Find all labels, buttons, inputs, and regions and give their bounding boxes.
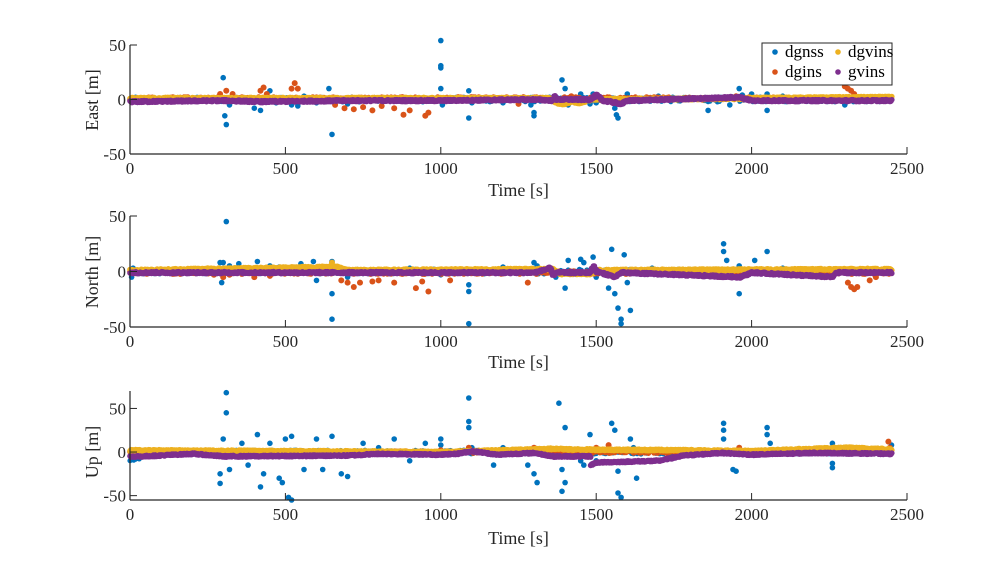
data-point-outlier xyxy=(254,258,261,265)
data-point-outlier xyxy=(764,107,770,114)
x-tick-label: 2000 xyxy=(735,159,769,178)
data-point-outlier xyxy=(559,77,565,83)
data-point-outlier xyxy=(310,258,317,265)
data-point-outlier xyxy=(736,85,742,92)
data-point-outlier xyxy=(605,285,612,291)
data-point-outlier xyxy=(590,254,596,260)
x-tick-label: 1500 xyxy=(579,159,613,178)
data-point-outlier xyxy=(466,88,472,94)
data-point-outlier xyxy=(438,62,444,69)
data-point-outlier xyxy=(615,115,621,121)
data-point-outlier xyxy=(624,279,631,286)
data-point-outlier xyxy=(562,85,568,92)
data-point-outlier xyxy=(466,115,472,121)
data-point-outlier xyxy=(727,102,733,108)
data-point-outlier xyxy=(764,248,770,255)
plot-area xyxy=(127,37,895,138)
y-tick-label: -50 xyxy=(103,145,126,164)
data-point-outlier xyxy=(723,257,730,264)
data-point-outlier xyxy=(350,106,357,113)
legend-marker-dgnss xyxy=(772,49,778,55)
data-point-outlier xyxy=(223,87,230,94)
data-point xyxy=(889,96,895,103)
data-point-outlier xyxy=(295,103,301,109)
data-point-outlier xyxy=(425,109,432,116)
data-point-outlier xyxy=(251,105,258,111)
data-point-outlier xyxy=(720,248,727,255)
legend-label-dgins: dgins xyxy=(785,62,822,81)
series-gvins xyxy=(127,91,895,108)
data-point-outlier xyxy=(223,218,230,225)
x-tick-label: 2500 xyxy=(890,159,924,178)
data-point-outlier xyxy=(223,121,230,128)
data-point-outlier xyxy=(438,37,444,44)
data-point-outlier xyxy=(329,131,335,138)
data-point-outlier xyxy=(621,252,627,258)
data-point-outlier xyxy=(615,305,621,311)
legend-label-dgvins: dgvins xyxy=(848,42,893,61)
data-point-outlier xyxy=(391,105,398,112)
data-point-outlier xyxy=(400,111,407,118)
data-point-outlier xyxy=(562,285,568,291)
data-point-outlier xyxy=(466,288,472,295)
y-tick-label: 50 xyxy=(109,36,126,55)
data-point-outlier xyxy=(720,241,727,247)
y-tick-label: 0 xyxy=(118,91,127,110)
data-point-outlier xyxy=(360,104,367,111)
data-point-outlier xyxy=(627,307,634,314)
x-tick-label: 500 xyxy=(273,159,299,178)
legend-marker-dgvins xyxy=(835,49,841,55)
data-point-outlier xyxy=(260,84,267,91)
data-point-outlier xyxy=(257,107,264,114)
data-point-outlier xyxy=(378,103,385,109)
data-point-outlier xyxy=(329,316,335,323)
data-point-outlier xyxy=(218,279,225,286)
data-point-outlier xyxy=(438,85,444,92)
data-point-outlier xyxy=(341,105,348,112)
data-point-outlier xyxy=(466,282,472,288)
plot-area xyxy=(127,218,895,327)
data-point-outlier xyxy=(705,107,711,114)
data-point-outlier xyxy=(565,257,571,264)
data-point-outlier xyxy=(528,102,534,108)
data-point-outlier xyxy=(531,113,537,119)
x-tick-label: 1000 xyxy=(424,159,458,178)
data-point-outlier xyxy=(222,113,228,119)
data-point-outlier xyxy=(608,246,615,253)
data-point-outlier xyxy=(326,85,332,92)
data-point-outlier xyxy=(294,85,301,92)
data-point-outlier xyxy=(288,85,295,92)
data-point-outlier xyxy=(291,80,298,87)
data-point-outlier xyxy=(313,277,320,284)
data-point-outlier xyxy=(369,107,376,114)
data-point-outlier xyxy=(220,74,226,81)
data-point-outlier xyxy=(612,290,618,297)
legend-marker-dgins xyxy=(772,69,778,75)
legend-marker-gvins xyxy=(835,69,841,75)
x-axis-label: Time [s] xyxy=(488,180,549,200)
data-point-outlier xyxy=(751,257,758,264)
data-point-outlier xyxy=(736,290,742,297)
data-point-outlier xyxy=(466,320,472,327)
y-axis-label: East [m] xyxy=(82,69,102,130)
data-point-outlier xyxy=(220,259,226,266)
legend-label-gvins: gvins xyxy=(848,62,885,81)
data-point-outlier xyxy=(581,259,587,266)
x-tick-label: 0 xyxy=(126,159,135,178)
legend-label-dgnss: dgnss xyxy=(785,42,824,61)
data-point-outlier xyxy=(618,316,624,323)
data-point-outlier xyxy=(406,107,413,114)
data-point-outlier xyxy=(329,290,335,297)
data-point-outlier xyxy=(612,105,618,111)
